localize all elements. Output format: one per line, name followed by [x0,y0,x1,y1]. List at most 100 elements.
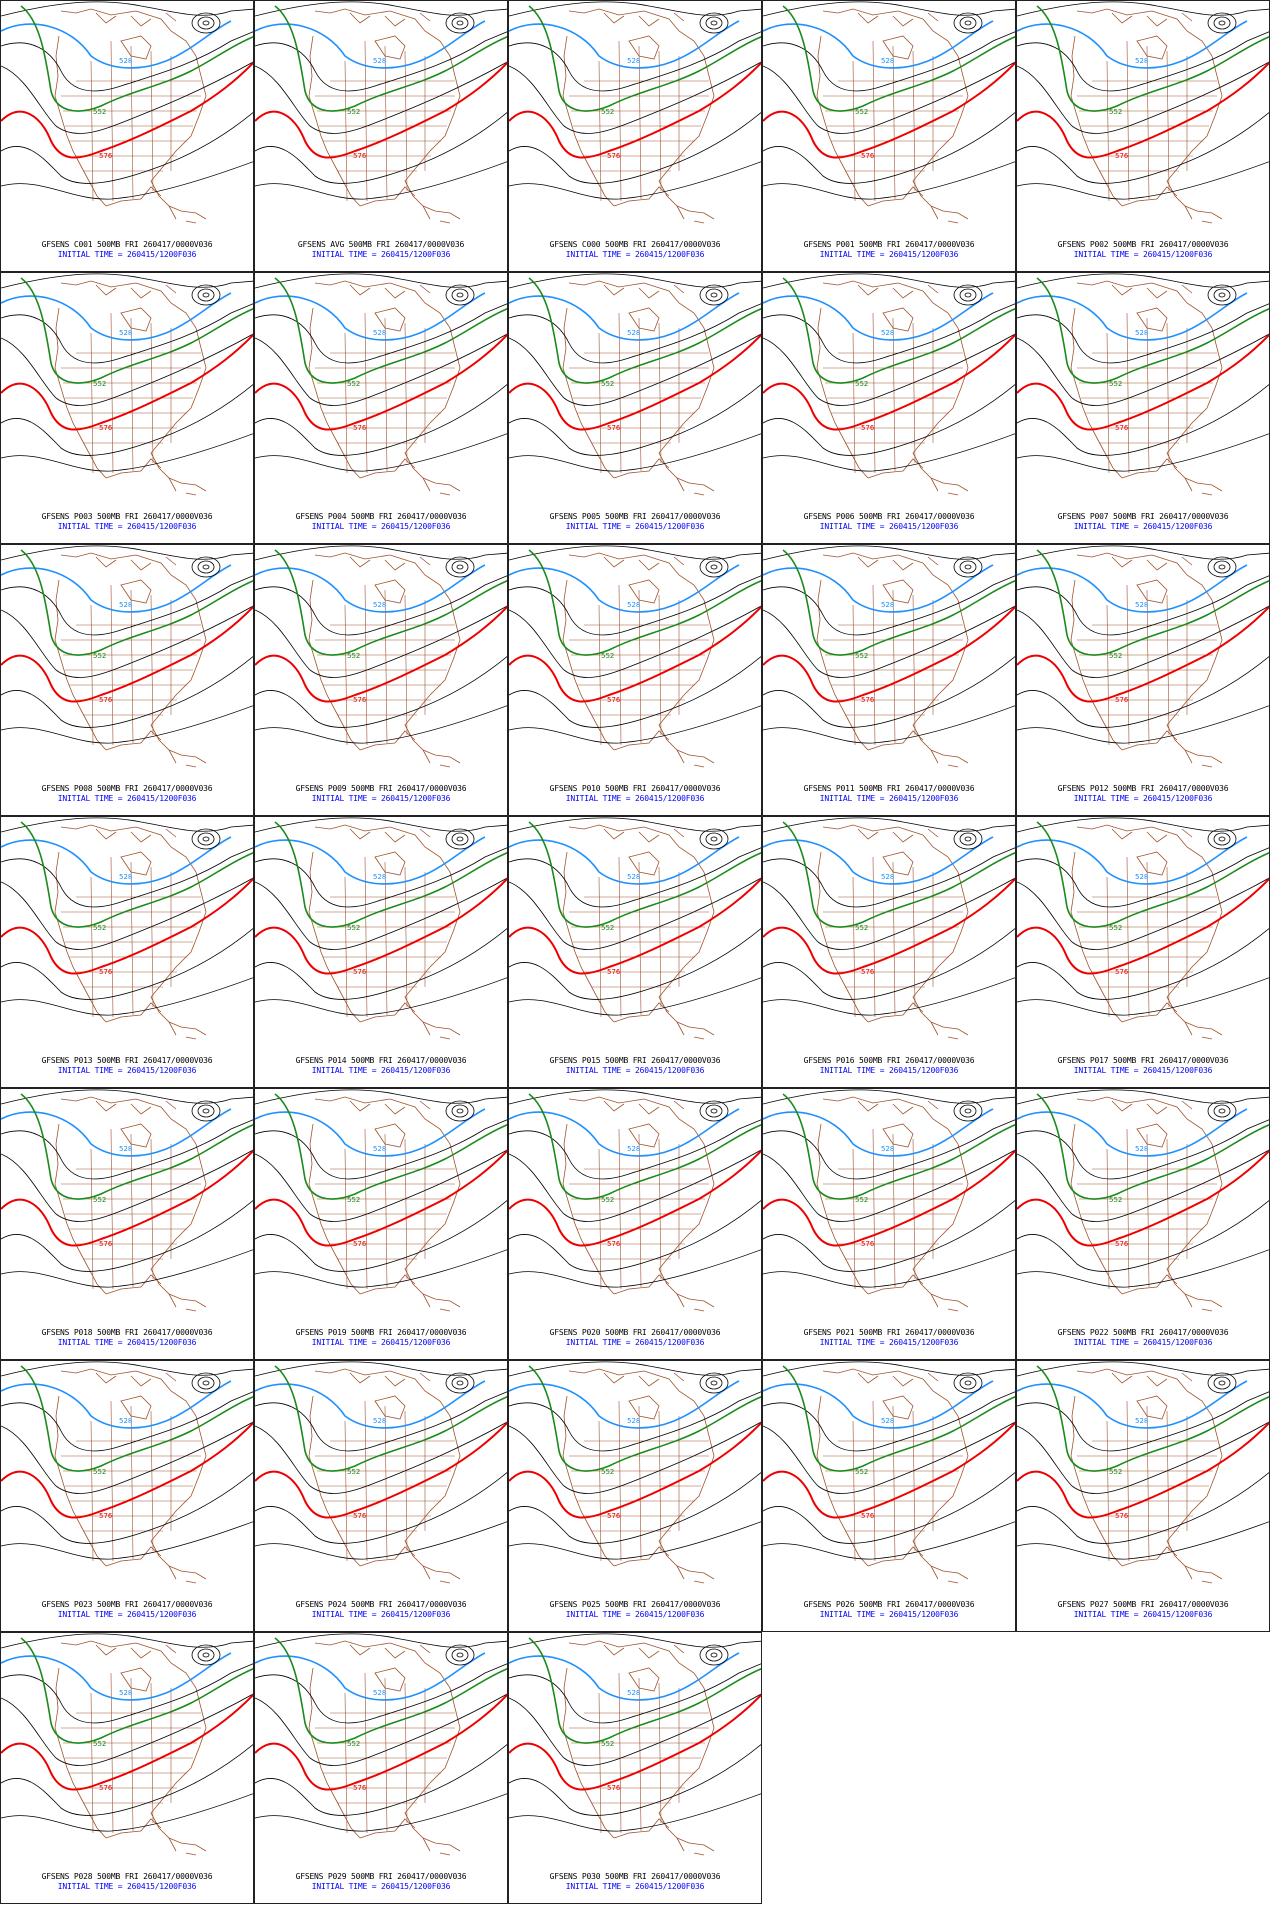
low-center [953,1372,983,1394]
hudson-bay [120,35,152,60]
low-center [699,556,729,578]
contour-layer [255,273,507,472]
ensemble-panel-19[interactable]: 528 552 576 GFSENS P016 500MB FRI 260417… [762,816,1016,1088]
geography-layer [54,1368,207,1584]
low-center [445,1372,475,1394]
ensemble-panel-1[interactable]: 528 552 576 GFSENS C001 500MB FRI 260417… [0,0,254,272]
contour-line [1017,575,1269,636]
height-map: 528 552 576 [255,1,507,224]
ensemble-panel-6[interactable]: 528 552 576 GFSENS P003 500MB FRI 260417… [0,272,254,544]
arctic-islands [603,12,685,27]
ensemble-panel-20[interactable]: 528 552 576 GFSENS P017 500MB FRI 260417… [1016,816,1270,1088]
contour-line [255,1089,507,1105]
geography-layer [562,1368,715,1584]
ensemble-panel-26[interactable]: 528 552 576 GFSENS P023 500MB FRI 260417… [0,1360,254,1632]
coastline [822,1368,969,1580]
arctic-islands [95,1644,177,1659]
ensemble-panel-16[interactable]: 528 552 576 GFSENS P013 500MB FRI 260417… [0,816,254,1088]
low-center [705,16,723,30]
low-center [959,16,977,30]
label-552: 552 [601,1468,614,1476]
contour-576 [763,1421,1015,1519]
ensemble-panel-12[interactable]: 528 552 576 GFSENS P009 500MB FRI 260417… [254,544,508,816]
coastline [60,1640,207,1852]
label-576: 576 [353,1240,367,1248]
geography-layer [54,280,207,496]
west-coast [54,1667,107,1839]
contour-layer [509,273,761,472]
contour-line [763,273,1015,289]
contour-labels: 528 552 576 [93,1145,132,1248]
label-552: 552 [93,1468,106,1476]
height-map: 528 552 576 [763,545,1015,768]
contour-labels: 528 552 576 [855,1417,894,1520]
ensemble-panel-9[interactable]: 528 552 576 GFSENS P006 500MB FRI 260417… [762,272,1016,544]
arctic-islands [1111,1100,1193,1115]
gulf-coast [613,1546,670,1567]
low-center [1218,1380,1226,1386]
contour-line [509,61,761,134]
gulf-coast [867,186,924,207]
contour-line [509,161,761,200]
low-center [456,1652,464,1658]
caribbean [422,1293,461,1312]
coastline [568,824,715,1036]
low-center [964,20,972,26]
ensemble-panel-2[interactable]: 528 552 576 GFSENS AVG 500MB FRI 260417/… [254,0,508,272]
low-center [197,560,215,574]
ensemble-panel-13[interactable]: 528 552 576 GFSENS P010 500MB FRI 260417… [508,544,762,816]
ensemble-panel-24[interactable]: 528 552 576 GFSENS P021 500MB FRI 260417… [762,1088,1016,1360]
gulf-coast [867,458,924,479]
ensemble-panel-30[interactable]: 528 552 576 GFSENS P027 500MB FRI 260417… [1016,1360,1270,1632]
ensemble-panel-21[interactable]: 528 552 576 GFSENS P018 500MB FRI 260417… [0,1088,254,1360]
gulf-coast [359,186,416,207]
contour-line [763,384,1015,456]
label-528: 528 [373,57,386,65]
ensemble-panel-3[interactable]: 528 552 576 GFSENS C000 500MB FRI 260417… [508,0,762,272]
contour-552 [274,277,507,384]
ensemble-panel-15[interactable]: 528 552 576 GFSENS P012 500MB FRI 260417… [1016,544,1270,816]
ensemble-panel-25[interactable]: 528 552 576 GFSENS P022 500MB FRI 260417… [1016,1088,1270,1360]
contour-line [509,1693,761,1766]
ensemble-panel-18[interactable]: 528 552 576 GFSENS P015 500MB FRI 260417… [508,816,762,1088]
low-center [1213,288,1231,302]
contour-line [255,1249,507,1288]
arctic-islands [603,556,685,571]
caribbean [422,477,461,496]
caribbean [1184,749,1223,768]
contour-552 [782,1365,1015,1472]
ensemble-panel-29[interactable]: 528 552 576 GFSENS P026 500MB FRI 260417… [762,1360,1016,1632]
low-center [197,1648,215,1662]
ensemble-panel-5[interactable]: 528 552 576 GFSENS P002 500MB FRI 260417… [1016,0,1270,272]
ensemble-panel-27[interactable]: 528 552 576 GFSENS P024 500MB FRI 260417… [254,1360,508,1632]
grid-lines [1077,312,1217,474]
height-map: 528 552 576 [509,817,761,1040]
ensemble-panel-23[interactable]: 528 552 576 GFSENS P020 500MB FRI 260417… [508,1088,762,1360]
gulf-coast [613,1274,670,1295]
label-576: 576 [861,1240,875,1248]
ensemble-panel-7[interactable]: 528 552 576 GFSENS P004 500MB FRI 260417… [254,272,508,544]
west-coast [1070,851,1123,1023]
ensemble-panel-11[interactable]: 528 552 576 GFSENS P008 500MB FRI 260417… [0,544,254,816]
label-528: 528 [1135,57,1148,65]
ensemble-panel-28[interactable]: 528 552 576 GFSENS P025 500MB FRI 260417… [508,1360,762,1632]
grid-lines [569,584,709,746]
ensemble-panel-22[interactable]: 528 552 576 GFSENS P019 500MB FRI 260417… [254,1088,508,1360]
ensemble-panel-32[interactable]: 528 552 576 GFSENS P029 500MB FRI 260417… [254,1632,508,1904]
hudson-bay [628,1667,660,1692]
ensemble-panel-17[interactable]: 528 552 576 GFSENS P014 500MB FRI 260417… [254,816,508,1088]
ensemble-panel-8[interactable]: 528 552 576 GFSENS P005 500MB FRI 260417… [508,272,762,544]
ensemble-panel-14[interactable]: 528 552 576 GFSENS P011 500MB FRI 260417… [762,544,1016,816]
geography-layer [308,824,461,1040]
ensemble-panel-10[interactable]: 528 552 576 GFSENS P007 500MB FRI 260417… [1016,272,1270,544]
contour-line [763,1,1015,17]
contour-labels: 528 552 576 [601,601,640,704]
ensemble-panel-33[interactable]: 528 552 576 GFSENS P030 500MB FRI 260417… [508,1632,762,1904]
ensemble-panel-31[interactable]: 528 552 576 GFSENS P028 500MB FRI 260417… [0,1632,254,1904]
ensemble-panel-4[interactable]: 528 552 576 GFSENS P001 500MB FRI 260417… [762,0,1016,272]
contour-line [509,1521,761,1560]
arctic-islands [857,1372,939,1387]
height-map: 528 552 576 [1,1633,253,1856]
coastline [822,552,969,764]
label-528: 528 [881,57,894,65]
